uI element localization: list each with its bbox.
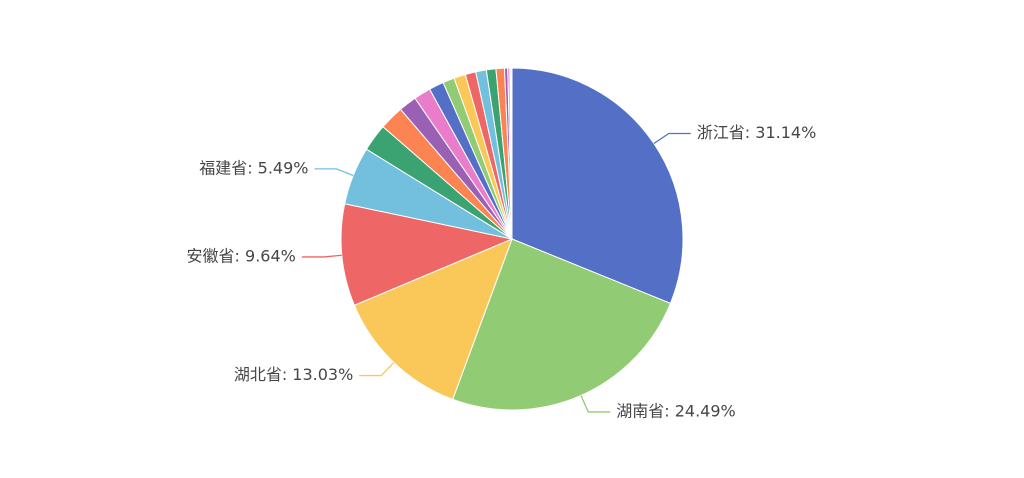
label-line: [580, 395, 611, 413]
label-line: [301, 254, 342, 258]
pie-slice: [340, 203, 514, 306]
pie-slice: [452, 238, 672, 411]
label-line: [653, 132, 691, 145]
data-label: 福建省: 5.49%: [199, 158, 308, 177]
data-label: 浙江省: 31.14%: [697, 123, 817, 142]
pie-slice: [353, 238, 513, 401]
pie-slice: [510, 67, 513, 240]
data-label: 湖北省: 13.03%: [234, 365, 354, 384]
data-label: 湖南省: 24.49%: [616, 401, 736, 420]
label-line: [314, 168, 354, 177]
data-label: 安徽省: 9.64%: [187, 246, 296, 265]
pie-slice: [511, 67, 684, 305]
label-line: [359, 362, 395, 377]
